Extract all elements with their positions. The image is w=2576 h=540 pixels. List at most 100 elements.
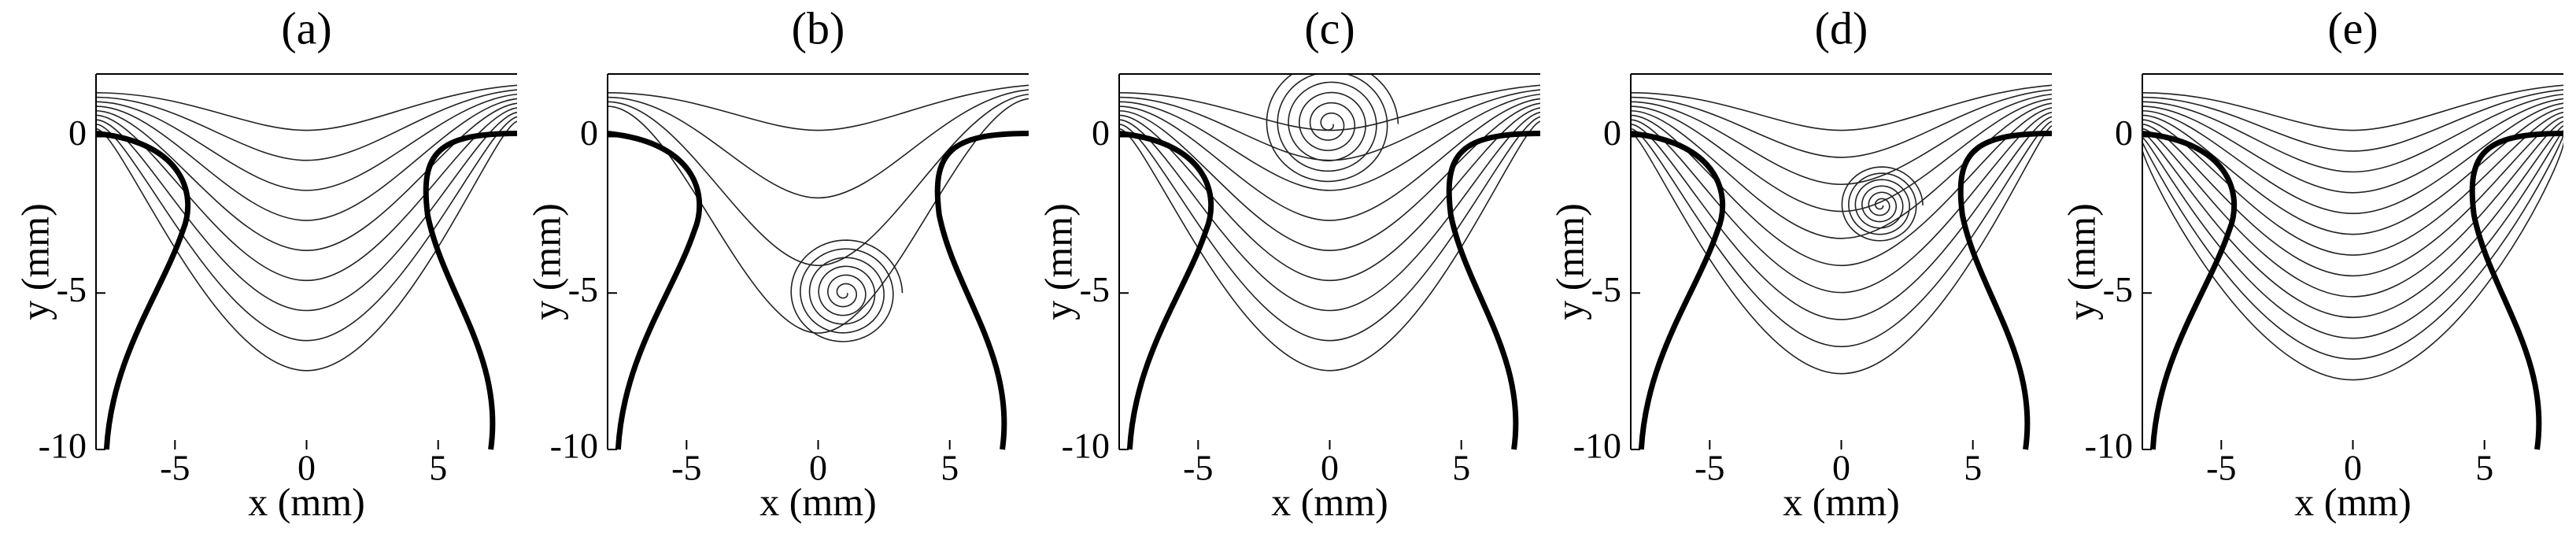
streamline (96, 107, 517, 282)
streamline (96, 89, 517, 161)
right-wall (934, 131, 1029, 450)
streamline (1631, 125, 2052, 375)
left-wall (607, 131, 703, 450)
vortex (1841, 166, 1924, 242)
streamline (2142, 116, 2563, 277)
right-wall (423, 131, 518, 450)
panel-title: (d) (1815, 2, 1868, 54)
x-tick-label: -5 (1183, 448, 1213, 488)
y-tick-label: -10 (39, 426, 87, 466)
x-axis-label: x (mm) (248, 479, 365, 523)
streamline (2142, 89, 2563, 152)
y-tick-label: -5 (1080, 269, 1110, 309)
y-tick-label: -5 (1591, 269, 1621, 309)
y-axis-label: y (mm) (13, 203, 57, 320)
panel-title: (e) (2327, 2, 2378, 54)
streamline (1119, 111, 1540, 312)
panel: (a) -10 -5 0 -5 0 5 x (mm) y (mm) (13, 2, 518, 523)
x-axis-label: x (mm) (2294, 479, 2412, 523)
streamline (1631, 107, 2052, 267)
streamline (1119, 102, 1540, 251)
streamline (96, 93, 517, 191)
panel: (b) -10 -5 0 -5 0 5 x (mm) y (mm) (524, 2, 1029, 523)
x-tick-label: -5 (671, 448, 701, 488)
streamline (96, 120, 517, 372)
streamlines (1119, 74, 1540, 372)
streamlines (608, 84, 1029, 342)
x-tick-label: 5 (1964, 448, 1982, 488)
y-axis-label: y (mm) (1547, 203, 1591, 320)
x-tick-label: 5 (429, 448, 447, 488)
x-tick-label: 0 (2344, 448, 2362, 488)
streamline (96, 111, 517, 312)
streamline (96, 102, 517, 251)
x-axis-label: x (mm) (759, 479, 877, 523)
streamline (2142, 139, 2563, 381)
vortex (1266, 74, 1399, 183)
panel-title: (b) (792, 2, 845, 54)
streamline (1631, 84, 2052, 131)
streamline (96, 116, 517, 342)
streamline (1631, 93, 2052, 186)
x-tick-label: -5 (2206, 448, 2236, 488)
streamline (2142, 93, 2563, 173)
streamline (1631, 89, 2052, 158)
x-tick-label: 5 (2475, 448, 2493, 488)
streamline (1119, 93, 1540, 191)
y-tick-label: 0 (1603, 113, 1621, 153)
x-tick-label: 5 (941, 448, 959, 488)
streamline (2142, 125, 2563, 319)
streamline (1631, 111, 2052, 294)
y-tick-label: -10 (1062, 426, 1110, 466)
x-tick-label: 0 (1321, 448, 1339, 488)
y-tick-label: -5 (57, 269, 87, 309)
streamline (96, 98, 517, 221)
x-axis-label: x (mm) (1271, 479, 1388, 523)
left-wall (2142, 131, 2238, 450)
streamlines (2142, 84, 2563, 381)
x-tick-label: 0 (809, 448, 827, 488)
x-tick-label: 5 (1452, 448, 1470, 488)
y-tick-label: -5 (2103, 269, 2133, 309)
streamline (2142, 129, 2563, 339)
x-axis-label: x (mm) (1783, 479, 1900, 523)
streamline (1119, 98, 1540, 221)
x-tick-label: 0 (1832, 448, 1850, 488)
y-axis-label: y (mm) (1036, 203, 1080, 320)
streamlines (1631, 84, 2052, 375)
streamline (608, 93, 1029, 267)
y-tick-label: 0 (68, 113, 87, 153)
x-tick-label: -5 (1695, 448, 1724, 488)
streamline (2142, 111, 2563, 256)
panel-title: (c) (1304, 2, 1355, 54)
y-axis-label: y (mm) (2059, 203, 2103, 320)
streamline (608, 89, 1029, 199)
panel-title: (a) (281, 2, 331, 54)
streamline (1119, 120, 1540, 372)
y-tick-label: -5 (568, 269, 598, 309)
y-tick-label: 0 (580, 113, 598, 153)
panel: (d) -10 -5 0 -5 0 5 x (mm) y (mm) (1547, 2, 2053, 523)
vortex (790, 239, 904, 342)
x-tick-label: -5 (160, 448, 190, 488)
y-tick-label: -10 (550, 426, 598, 466)
streamline (2142, 98, 2563, 194)
streamline (2142, 107, 2563, 235)
streamline (1631, 116, 2052, 320)
streamline (608, 98, 1029, 334)
panel: (c) -10 -5 0 -5 0 5 x (mm) y (mm) (1036, 2, 1541, 523)
streamline (1119, 116, 1540, 342)
streamline (2142, 102, 2563, 215)
streamline (1119, 107, 1540, 282)
streamline (96, 84, 517, 131)
y-axis-label: y (mm) (524, 203, 568, 320)
streamline (1631, 98, 2052, 213)
streamline (2142, 120, 2563, 298)
left-wall (95, 131, 191, 450)
y-tick-label: -10 (1573, 426, 1621, 466)
y-tick-label: -10 (2085, 426, 2133, 466)
right-wall (1957, 131, 2053, 450)
streamline (608, 84, 1029, 131)
left-wall (1118, 131, 1214, 450)
